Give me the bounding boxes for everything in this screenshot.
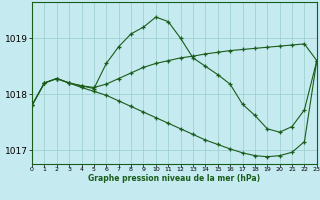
X-axis label: Graphe pression niveau de la mer (hPa): Graphe pression niveau de la mer (hPa) [88, 174, 260, 183]
